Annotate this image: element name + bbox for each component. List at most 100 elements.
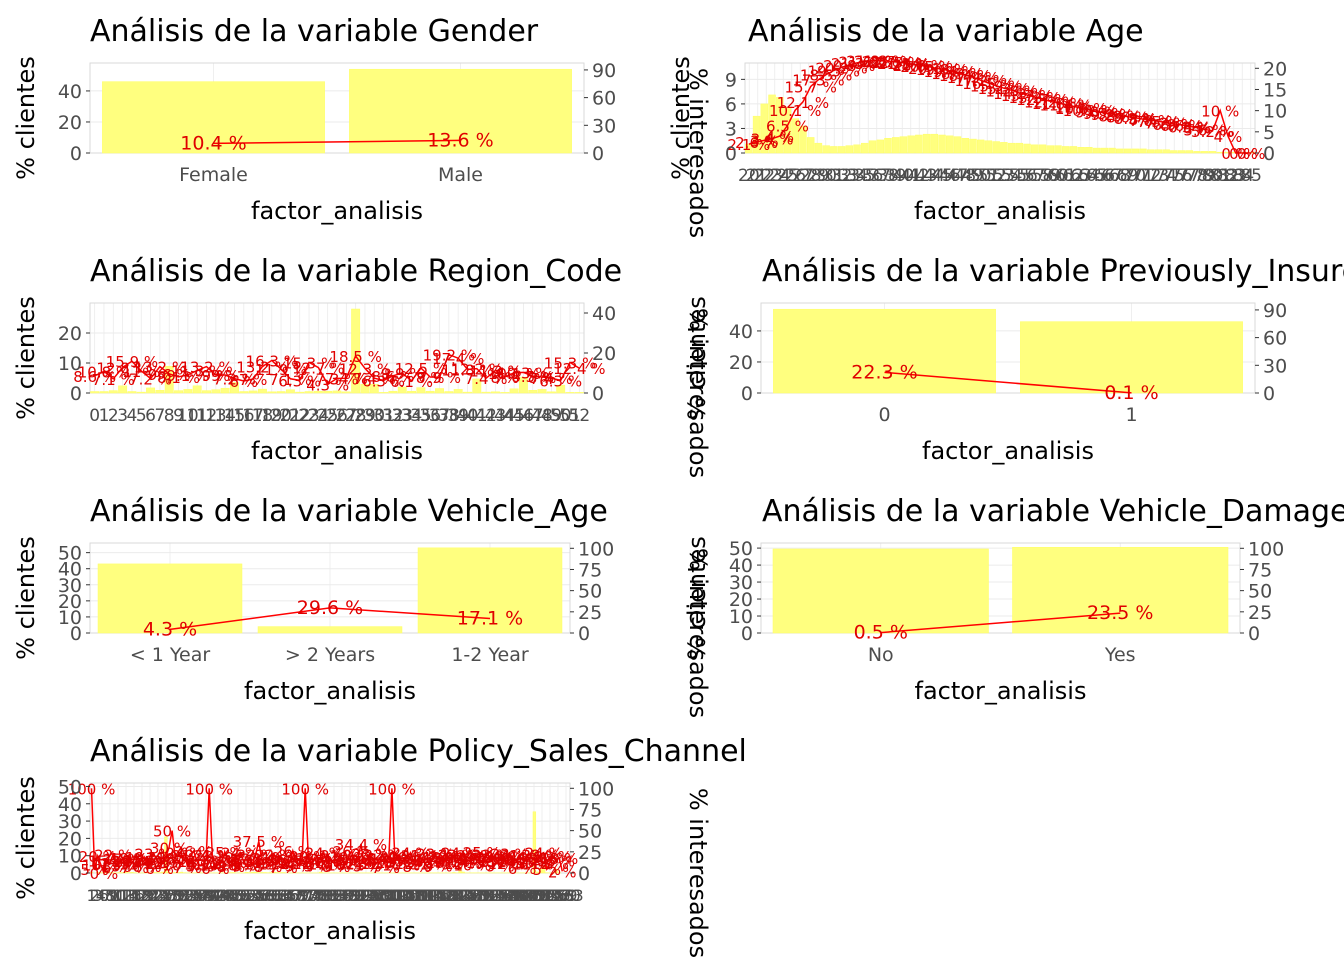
x-tick-label: 92	[351, 886, 371, 905]
bar	[822, 145, 830, 154]
bar	[500, 392, 510, 394]
bar	[260, 872, 264, 874]
x-tick-label: 158	[544, 886, 575, 905]
bar	[1077, 147, 1085, 154]
data-label: 15 %	[224, 852, 262, 870]
data-label: 7.5 %	[1137, 113, 1180, 131]
bar	[772, 548, 989, 634]
bar	[269, 872, 273, 874]
x-tick-label: 38	[877, 166, 899, 186]
bar	[1139, 148, 1147, 154]
x-tick-label: 95	[360, 886, 380, 905]
data-label: 7.2 %	[129, 371, 172, 389]
x-tick-label: 29	[808, 166, 830, 186]
data-label: 50 %	[153, 823, 191, 841]
bar	[267, 391, 277, 394]
x-tick-label: 85	[1240, 166, 1262, 186]
data-label: 16 %	[138, 851, 176, 869]
bar	[158, 872, 162, 874]
data-label: 7 %	[173, 859, 202, 877]
data-label: 18 %	[156, 850, 194, 868]
x-tick-label: 79	[1194, 166, 1216, 186]
data-label: 8.6 %	[73, 368, 116, 386]
data-label: 13.2 %	[180, 359, 232, 377]
x-tick-label: 24	[308, 406, 330, 426]
x-tick-label: 21	[140, 886, 160, 905]
x-tick-label: 70	[1124, 166, 1146, 186]
x-tick-label: No	[868, 644, 894, 666]
interest-labels: 2.1 %2.6 %3 %3.4 %4 %6.5 %10.1 %12.1 %15…	[727, 53, 1265, 163]
data-label: 13 %	[209, 854, 247, 872]
bar	[1131, 148, 1139, 154]
y-tick-label: 20	[58, 112, 82, 134]
x-tick-label: 148	[513, 886, 544, 905]
data-label: 9 %	[424, 857, 453, 875]
x-tick-label: 36	[419, 406, 441, 426]
x-tick-label: 71	[1132, 166, 1154, 186]
y-tick-label: 50	[58, 543, 82, 565]
data-label: 9 %	[353, 857, 382, 875]
x-tick-label: 8	[164, 406, 175, 426]
bar	[388, 390, 398, 394]
x-tick-label: 58	[1032, 166, 1054, 186]
data-label: 14 %	[302, 853, 340, 871]
y2-tick-label: 25	[578, 602, 602, 624]
data-label: 14 %	[178, 853, 216, 871]
x-axis: < 1 Year > 2 Years 1-2 Year	[130, 644, 529, 666]
y-tick-label: 0	[70, 623, 82, 645]
x-tick-label: 48	[224, 886, 244, 905]
data-label: 12 %	[487, 855, 525, 873]
bar	[853, 144, 861, 154]
x-tick-label: 27	[159, 886, 179, 905]
y2-tick-label: 50	[578, 581, 602, 603]
bar	[556, 384, 566, 394]
bar	[313, 390, 323, 394]
x-tick-label: 35	[410, 406, 432, 426]
x-tick-label: 135	[479, 886, 510, 905]
x-tick-label: 40	[199, 886, 219, 905]
bar	[452, 872, 456, 874]
data-label: 22 %	[438, 846, 476, 864]
data-label: 22 %	[522, 846, 560, 864]
y2-tick-label: 5	[1263, 122, 1275, 144]
y-tick-label: 0	[741, 383, 753, 405]
data-label: 10.8 %	[78, 363, 130, 381]
y-tick-label: 3	[725, 118, 737, 140]
bar	[276, 391, 286, 394]
x-axis: Female Male	[179, 164, 483, 186]
data-label: 7.1 %	[269, 371, 312, 389]
x-axis: 0123456789101112131415161718192021222324…	[89, 406, 590, 426]
data-label: 9 %	[111, 857, 140, 875]
x-tick-label: 112	[408, 886, 439, 905]
bar	[845, 145, 854, 154]
x-tick-label: 33	[391, 406, 413, 426]
data-label: 9.2 %	[1091, 106, 1134, 124]
bar	[285, 389, 295, 394]
x-tick-label: 14	[119, 886, 139, 905]
bar	[173, 872, 177, 874]
bar	[938, 134, 946, 154]
bar	[1038, 144, 1047, 154]
x-tick-label: 21	[280, 406, 302, 426]
x-tick-label: 41	[202, 886, 222, 905]
data-label: 18 %	[540, 850, 578, 868]
x-tick-label: 55	[1008, 166, 1030, 186]
x-tick-label: 65	[1086, 166, 1108, 186]
x-tick-label: 43	[485, 406, 507, 426]
data-label: 14 %	[113, 853, 151, 871]
x-tick-label: 27	[792, 166, 814, 186]
bar	[868, 140, 877, 154]
bar	[752, 115, 761, 154]
bar	[1193, 151, 1201, 154]
x-tick-label: 44	[923, 166, 945, 186]
chart-panel-2: 2.1 %2.6 %3 %3.4 %4 %6.5 %10.1 %12.1 %15…	[667, 14, 1287, 225]
y2-tick-label: 25	[1248, 602, 1272, 624]
bar	[1092, 147, 1101, 154]
bar	[295, 391, 305, 394]
x-tick-label: 65	[276, 886, 296, 905]
y2-tick-label: 0	[592, 143, 604, 165]
data-label: 17 %	[230, 851, 268, 869]
data-label: 5 %	[80, 861, 109, 879]
